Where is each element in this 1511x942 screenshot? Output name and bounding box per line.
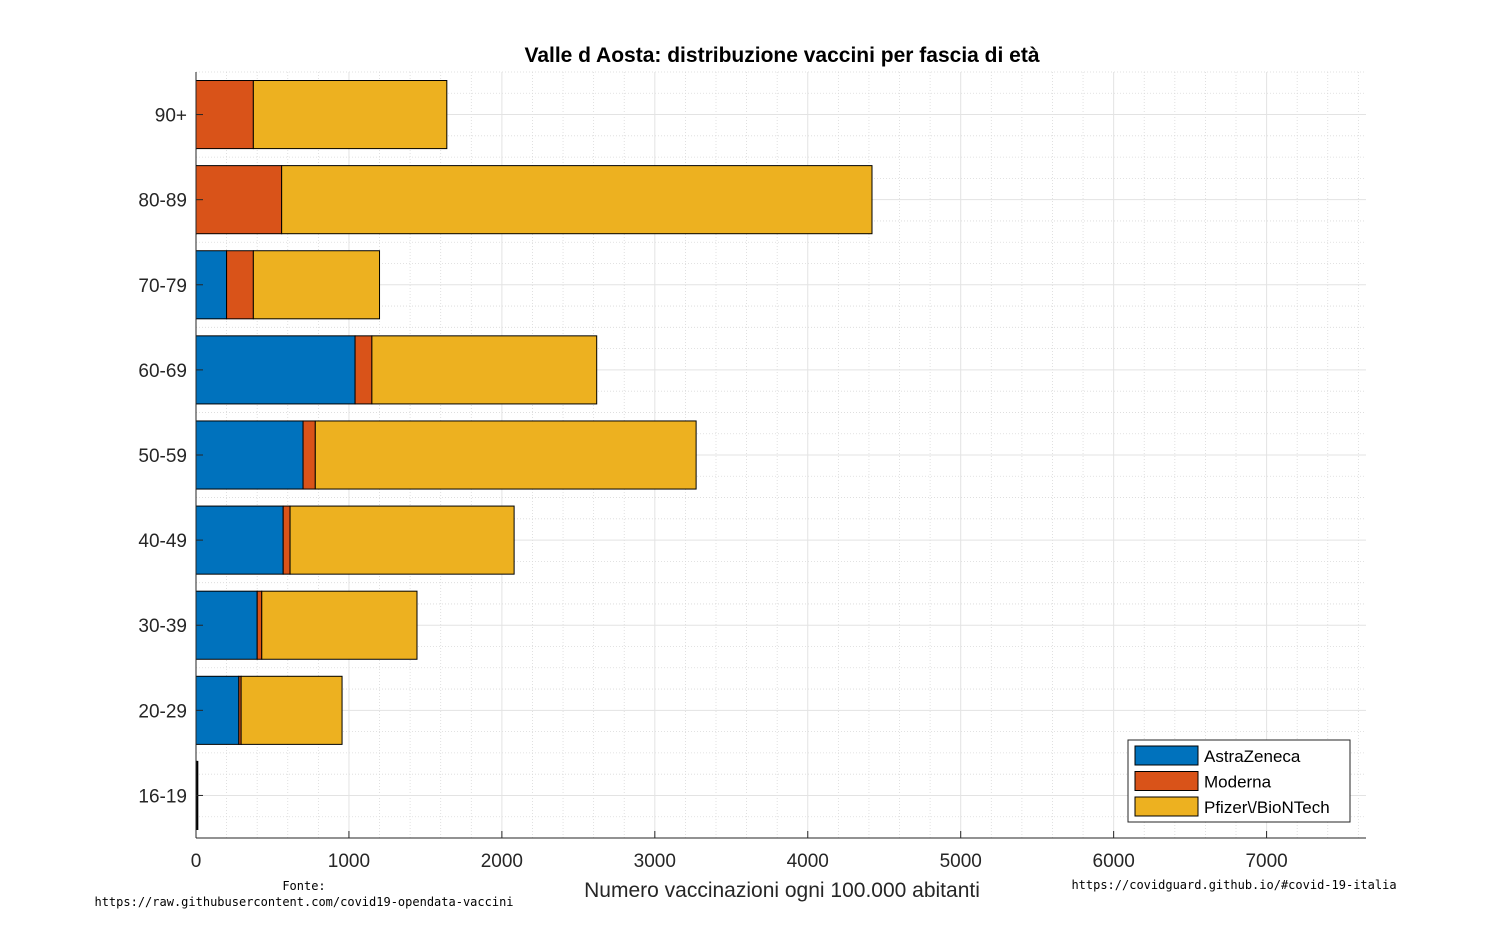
bar-moderna-90+ xyxy=(195,80,254,150)
chart-title: Valle d Aosta: distribuzione vaccini per… xyxy=(524,44,1039,67)
x-tick-label: 3000 xyxy=(634,851,676,872)
x-tick-label: 6000 xyxy=(1093,851,1135,872)
bar-astrazeneca-50-59 xyxy=(195,420,304,490)
source-label: Fonte: xyxy=(282,879,325,893)
bar-astrazeneca-20-29 xyxy=(195,675,240,745)
legend-label: Pfizer\/BioNTech xyxy=(1204,798,1330,817)
y-tick-label: 60-69 xyxy=(138,361,187,382)
bar-moderna-80-89 xyxy=(195,165,283,235)
y-tick-label: 20-29 xyxy=(138,701,187,722)
bar-astrazeneca-60-69 xyxy=(195,335,356,405)
bar-moderna-70-79 xyxy=(226,250,254,320)
x-tick-labels: 0 1000 2000 3000 4000 5000 6000 7000 xyxy=(191,851,1288,872)
bar-moderna-40-49 xyxy=(282,505,291,575)
bar-moderna-50-59 xyxy=(302,420,316,490)
legend: AstraZeneca Moderna Pfizer\/BioNTech xyxy=(1127,739,1351,823)
x-tick-label: 0 xyxy=(191,851,202,872)
bar-pfizer-biontech-50-59 xyxy=(314,420,697,490)
bar-pfizer-biontech-40-49 xyxy=(289,505,515,575)
x-tick-label: 4000 xyxy=(787,851,829,872)
legend-swatch xyxy=(1134,771,1199,791)
y-tick-label: 70-79 xyxy=(138,276,187,297)
bar-astrazeneca-30-39 xyxy=(195,590,258,660)
axes xyxy=(195,72,1366,839)
bar-pfizer-biontech-80-89 xyxy=(281,165,873,235)
x-tick-label: 2000 xyxy=(481,851,523,872)
legend-label: AstraZeneca xyxy=(1204,747,1301,766)
y-tick-labels: 90+ 80-89 70-79 60-69 50-59 40-49 30-39 20-29 16… xyxy=(138,106,187,808)
y-tick-label: 50-59 xyxy=(138,446,187,467)
source-url: https://raw.githubusercontent.com/covid1… xyxy=(94,895,513,909)
bar-pfizer-biontech-20-29 xyxy=(240,675,343,745)
y-tick-label: 40-49 xyxy=(138,531,187,552)
legend-swatch xyxy=(1134,796,1199,817)
bar-moderna-30-39 xyxy=(256,590,263,660)
y-tick-label: 80-89 xyxy=(138,191,187,212)
x-tick-label: 1000 xyxy=(328,851,370,872)
bar-astrazeneca-40-49 xyxy=(195,505,284,575)
x-tick-label: 5000 xyxy=(940,851,982,872)
site-url: https://covidguard.github.io/#covid-19-i… xyxy=(1071,878,1396,892)
x-tick-label: 7000 xyxy=(1245,851,1287,872)
legend-swatch xyxy=(1134,745,1199,766)
bars xyxy=(195,80,873,830)
bar-pfizer-biontech-30-39 xyxy=(261,590,418,660)
x-axis-label: Numero vaccinazioni ogni 100.000 abitant… xyxy=(584,879,980,902)
bar-pfizer-biontech-60-69 xyxy=(371,335,598,405)
y-tick-label: 90+ xyxy=(155,106,187,127)
bar-pfizer-biontech-90+ xyxy=(252,80,448,150)
bar-moderna-60-69 xyxy=(354,335,373,405)
bar-pfizer-biontech-70-79 xyxy=(252,250,381,320)
y-tick-label: 30-39 xyxy=(138,616,187,637)
legend-label: Moderna xyxy=(1204,773,1272,792)
y-tick-label: 16-19 xyxy=(138,786,187,807)
